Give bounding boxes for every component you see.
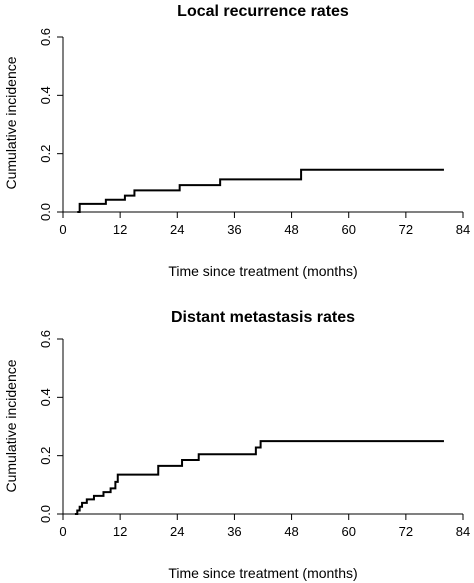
panel-title: Local recurrence rates [177, 3, 349, 20]
x-tick-label: 60 [341, 222, 355, 237]
local-recurrence-panel: Local recurrence rates Time since treatm… [3, 3, 470, 279]
y-tick-label: 0.2 [38, 447, 53, 465]
x-tick-label: 48 [284, 222, 298, 237]
series-line [77, 168, 444, 213]
axes: 0 12 24 36 48 60 72 84 0.0 0.2 0.4 0.6 [38, 28, 470, 237]
y-axis-label: Cumulative incidence [3, 56, 19, 189]
y-tick-label: 0.0 [38, 505, 53, 523]
y-axis-label: Cumulative incidence [3, 359, 19, 492]
y-tick-label: 0.6 [38, 330, 53, 348]
x-tick-label: 60 [341, 524, 355, 539]
x-tick-label: 84 [456, 222, 470, 237]
plot-area [74, 440, 444, 515]
x-tick-label: 12 [113, 524, 127, 539]
x-axis-label: Time since treatment (months) [168, 263, 357, 279]
x-tick-label: 24 [170, 524, 184, 539]
x-tick-label: 72 [399, 524, 413, 539]
x-tick-label: 24 [170, 222, 184, 237]
y-tick-label: 0.0 [38, 203, 53, 221]
plot-area [77, 168, 444, 213]
panel-title: Distant metastasis rates [171, 309, 355, 326]
x-tick-label: 36 [227, 222, 241, 237]
distant-metastasis-panel: Distant metastasis rates Time since trea… [3, 309, 470, 581]
x-tick-label: 0 [59, 524, 66, 539]
x-tick-label: 84 [456, 524, 470, 539]
series-line [74, 440, 444, 515]
x-tick-label: 48 [284, 524, 298, 539]
y-tick-label: 0.2 [38, 145, 53, 163]
y-tick-label: 0.4 [38, 388, 53, 406]
x-tick-label: 12 [113, 222, 127, 237]
x-axis-label: Time since treatment (months) [168, 565, 357, 581]
axes: 0 12 24 36 48 60 72 84 0.0 0.2 0.4 0.6 [38, 330, 470, 539]
y-tick-label: 0.6 [38, 28, 53, 46]
y-tick-label: 0.4 [38, 86, 53, 104]
x-tick-label: 0 [59, 222, 66, 237]
x-tick-label: 72 [399, 222, 413, 237]
x-tick-label: 36 [227, 524, 241, 539]
